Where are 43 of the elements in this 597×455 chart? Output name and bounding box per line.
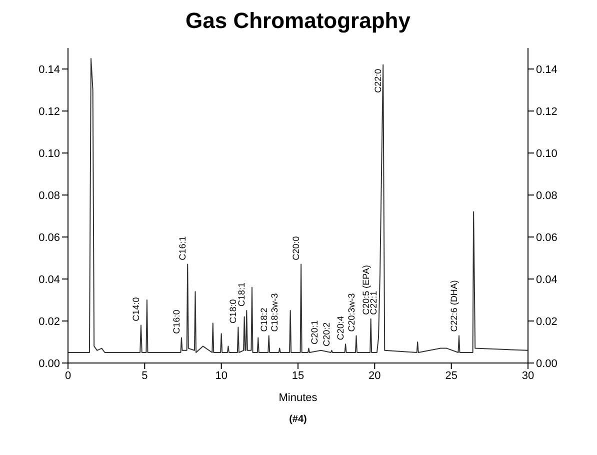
y-tick-label: 0.00	[38, 358, 60, 370]
annotation: C20:1	[310, 320, 320, 344]
x-tick-label: 5	[142, 370, 148, 382]
x-tick-label: 25	[445, 370, 458, 382]
y-tick-label: 0.10	[38, 148, 60, 160]
x-tick-label: 20	[368, 370, 381, 382]
y-tick-label: 0.08	[38, 190, 60, 202]
annotation: C20:5 (EPA)	[360, 265, 371, 315]
y2-tick-label: 0.02	[536, 316, 558, 328]
text: (#4)	[288, 414, 308, 425]
y-tick-label: 0.02	[38, 316, 60, 328]
x-tick-label: 0	[64, 370, 72, 382]
x-tick-label: 10	[215, 370, 228, 382]
annotation: C18:3w-3	[270, 293, 280, 332]
annotation: C18:0	[228, 299, 238, 324]
chart-title: Gas Chromatography	[184, 8, 412, 35]
annotation: C22:0	[373, 68, 384, 93]
x-tick-label: 30	[522, 370, 534, 382]
x-tick-label: 15	[292, 370, 304, 382]
y2-tick-label: 0.10	[536, 148, 558, 160]
annotation: C18:1	[236, 282, 247, 306]
y-tick-label: 0.12	[38, 106, 60, 118]
y-tick-label: 0.14	[38, 64, 60, 76]
y-tick-label: 0.06	[38, 232, 60, 244]
annotation: C14:0	[130, 297, 141, 322]
annotation: C16:0	[171, 310, 182, 334]
annotation: C20:0	[291, 236, 302, 260]
line-series	[68, 58, 528, 353]
annotation: C20:3w-3	[346, 293, 356, 332]
annotation: C22:6 (DHA)	[449, 280, 459, 332]
annotation: C20:2	[322, 322, 332, 346]
annotation: C18:2	[259, 308, 270, 332]
y2-tick-label: 0.06	[536, 232, 558, 244]
x-axis-title: Minutes	[278, 392, 318, 404]
annotation: C16:1	[178, 236, 188, 260]
y2-tick-label: 0.00	[536, 358, 558, 370]
y2-tick-label: 0.08	[536, 190, 558, 202]
annotation: C20:4	[336, 316, 346, 340]
y2-tick-label: 0.12	[536, 106, 558, 118]
annotation: C22:1	[368, 290, 378, 315]
y2-tick-label: 0.14	[536, 64, 558, 76]
y-tick-label: 0.04	[38, 274, 60, 286]
y2-tick-label: 0.04	[536, 274, 558, 286]
